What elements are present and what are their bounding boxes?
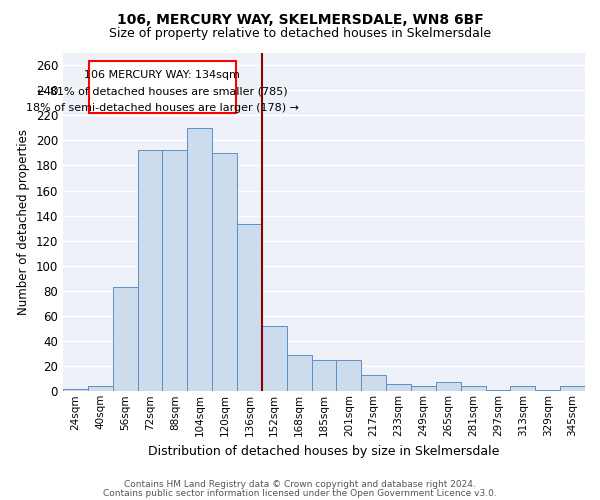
- Bar: [187, 128, 212, 392]
- FancyBboxPatch shape: [89, 62, 236, 112]
- Bar: [287, 355, 311, 392]
- Bar: [163, 150, 187, 392]
- Bar: [436, 382, 461, 392]
- Bar: [262, 326, 287, 392]
- Text: Contains HM Land Registry data © Crown copyright and database right 2024.: Contains HM Land Registry data © Crown c…: [124, 480, 476, 489]
- Text: 106, MERCURY WAY, SKELMERSDALE, WN8 6BF: 106, MERCURY WAY, SKELMERSDALE, WN8 6BF: [116, 12, 484, 26]
- Bar: [237, 224, 262, 392]
- Bar: [485, 390, 511, 392]
- Bar: [461, 386, 485, 392]
- Bar: [337, 360, 361, 392]
- Bar: [535, 390, 560, 392]
- Bar: [386, 384, 411, 392]
- Bar: [311, 360, 337, 392]
- Bar: [361, 375, 386, 392]
- Bar: [88, 386, 113, 392]
- Text: Contains public sector information licensed under the Open Government Licence v3: Contains public sector information licen…: [103, 488, 497, 498]
- Bar: [63, 389, 88, 392]
- Bar: [560, 386, 585, 392]
- Bar: [411, 386, 436, 392]
- Y-axis label: Number of detached properties: Number of detached properties: [17, 129, 30, 315]
- X-axis label: Distribution of detached houses by size in Skelmersdale: Distribution of detached houses by size …: [148, 444, 500, 458]
- Bar: [511, 386, 535, 392]
- Bar: [113, 287, 137, 392]
- Text: 18% of semi-detached houses are larger (178) →: 18% of semi-detached houses are larger (…: [26, 102, 299, 113]
- Bar: [137, 150, 163, 392]
- Bar: [212, 153, 237, 392]
- Text: ← 81% of detached houses are smaller (785): ← 81% of detached houses are smaller (78…: [37, 86, 287, 97]
- Text: Size of property relative to detached houses in Skelmersdale: Size of property relative to detached ho…: [109, 28, 491, 40]
- Text: 106 MERCURY WAY: 134sqm: 106 MERCURY WAY: 134sqm: [85, 70, 241, 80]
